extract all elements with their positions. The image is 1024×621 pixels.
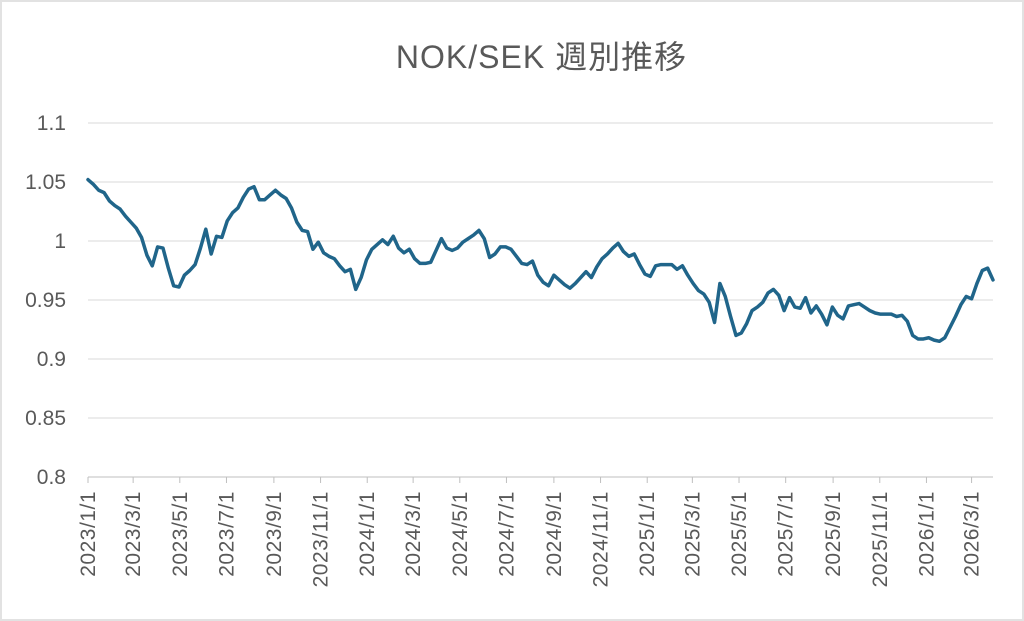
y-tick-label: 1.05 [25, 171, 66, 194]
x-tick-label: 2025/5/1 [728, 491, 751, 577]
x-tick-label: 2024/7/1 [495, 491, 518, 577]
x-tick-label: 2023/9/1 [263, 491, 286, 577]
x-tick-label: 2024/3/1 [402, 491, 425, 577]
x-tick-label: 2026/3/1 [961, 491, 984, 577]
y-tick-label: 0.85 [25, 407, 66, 430]
x-tick-label: 2026/1/1 [915, 491, 938, 577]
x-axis-ticks [87, 477, 973, 483]
x-tick-label: 2023/1/1 [77, 491, 100, 577]
x-tick-label: 2023/3/1 [122, 491, 145, 577]
x-axis-labels: 2023/1/1 2023/3/1 2023/5/1 2023/7/1 2023/9/1… [77, 491, 984, 587]
x-tick-label: 2025/3/1 [681, 491, 704, 577]
x-tick-label: 2025/9/1 [822, 491, 845, 577]
x-tick-label: 2024/1/1 [356, 491, 379, 577]
x-tick-label: 2024/11/1 [590, 491, 613, 587]
x-tick-label: 2024/9/1 [543, 491, 566, 577]
x-tick-label: 2025/1/1 [636, 491, 659, 577]
y-tick-label: 1 [54, 230, 66, 253]
x-tick-label: 2023/11/1 [310, 491, 333, 587]
x-tick-label: 2024/5/1 [449, 491, 472, 577]
x-tick-label: 2023/7/1 [215, 491, 238, 577]
nok-sek-series-line [86, 177, 995, 344]
x-tick-label: 2025/7/1 [775, 491, 798, 577]
y-tick-label: 0.9 [37, 348, 66, 371]
y-axis-labels: 1.1 1.05 1 0.95 0.9 0.85 0.8 [25, 112, 66, 489]
y-tick-label: 1.1 [37, 112, 66, 135]
x-tick-label: 2025/11/1 [869, 491, 892, 587]
gridlines [88, 122, 993, 478]
x-tick-label: 2023/5/1 [169, 491, 192, 577]
chart-title: NOK/SEK 週別推移 [395, 39, 688, 75]
y-tick-label: 0.95 [25, 289, 66, 312]
y-tick-label: 0.8 [37, 466, 66, 489]
